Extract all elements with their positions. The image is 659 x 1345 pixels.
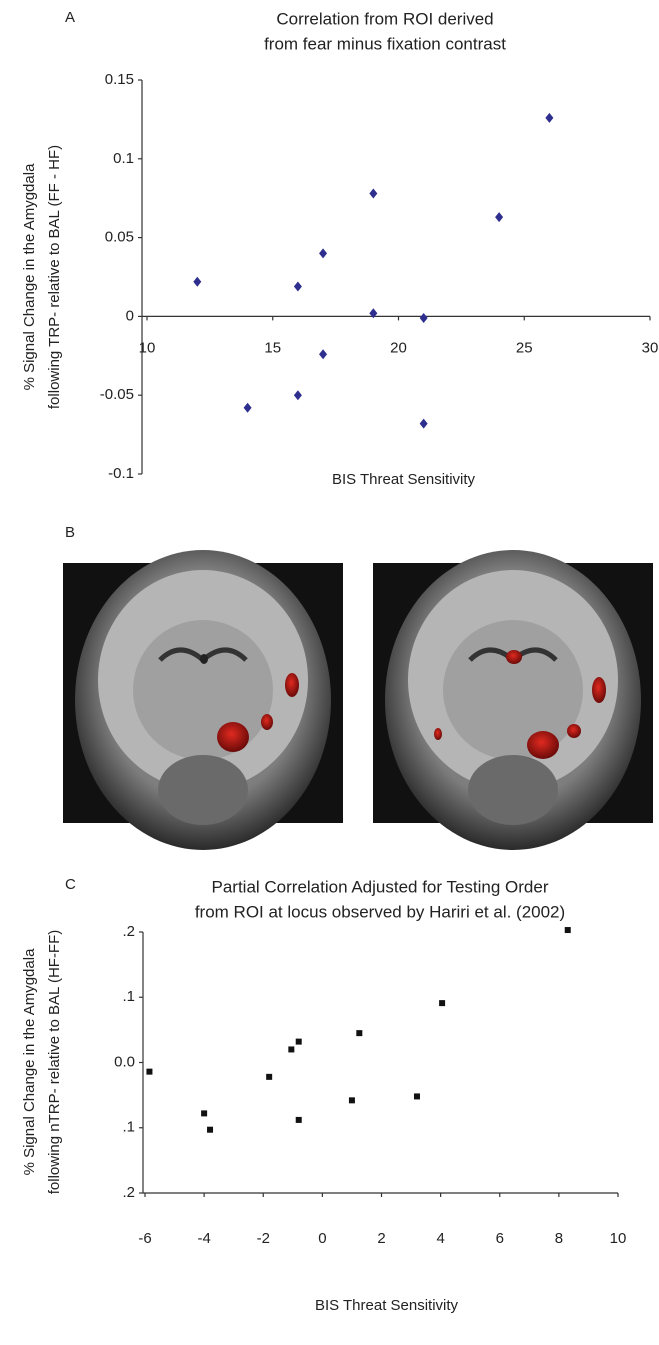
- point: [545, 113, 553, 123]
- point: [349, 1097, 355, 1103]
- y-axis-label: % Signal Change in the Amygdala: [21, 163, 38, 390]
- point: [244, 403, 252, 413]
- x-tick-label: 2: [377, 1230, 385, 1247]
- point: [420, 419, 428, 429]
- point: [369, 188, 377, 198]
- y-tick-label: 0.05: [105, 229, 134, 246]
- x-tick-label: 0: [318, 1230, 326, 1247]
- point: [439, 1000, 445, 1006]
- point: [319, 349, 327, 359]
- y-axis-label: following nTRP- relative to BAL (HF-FF): [46, 930, 63, 1195]
- x-tick-label: 4: [436, 1230, 444, 1247]
- x-tick-label: -2: [257, 1230, 270, 1247]
- y-tick-label: 0.0: [114, 1053, 135, 1070]
- point: [495, 212, 503, 222]
- x-tick-label: -6: [138, 1230, 151, 1247]
- x-tick-label: 25: [516, 339, 533, 356]
- y-tick-label: 0.15: [105, 71, 134, 88]
- x-tick-label: 20: [390, 339, 407, 356]
- point: [565, 927, 571, 933]
- x-tick-label: -4: [197, 1230, 210, 1247]
- x-tick-label: 30: [642, 339, 659, 356]
- point: [146, 1069, 152, 1075]
- point: [294, 281, 302, 291]
- panel-label: B: [65, 524, 75, 541]
- x-axis-label: BIS Threat Sensitivity: [332, 471, 476, 488]
- y-tick-label: -0.05: [100, 386, 134, 403]
- chart-title: from fear minus fixation contrast: [264, 34, 506, 53]
- point: [356, 1030, 362, 1036]
- x-tick-label: 10: [610, 1230, 627, 1247]
- point: [201, 1110, 207, 1116]
- x-axis-label: BIS Threat Sensitivity: [315, 1297, 459, 1314]
- y-tick-label: -0.1: [108, 465, 134, 482]
- x-tick-label: 8: [555, 1230, 563, 1247]
- point: [414, 1093, 420, 1099]
- y-tick-label: .1: [122, 1119, 135, 1136]
- x-tick-label: 6: [496, 1230, 504, 1247]
- figure: A B C Correlation from ROI derived from f…: [0, 0, 659, 1345]
- y-tick-label: .2: [122, 1184, 135, 1201]
- panel-label: A: [65, 9, 75, 26]
- chart-title: Correlation from ROI derived: [276, 9, 493, 28]
- point: [266, 1074, 272, 1080]
- point: [420, 313, 428, 323]
- chart-title: Partial Correlation Adjusted for Testing…: [211, 877, 548, 896]
- point: [288, 1046, 294, 1052]
- x-tick-label: 10: [139, 339, 156, 356]
- point: [294, 390, 302, 400]
- point: [296, 1039, 302, 1045]
- y-tick-label: 0.1: [113, 150, 134, 167]
- panel-label: C: [65, 876, 76, 893]
- y-tick-label: 0: [126, 307, 134, 324]
- point: [193, 277, 201, 287]
- point: [296, 1117, 302, 1123]
- y-tick-label: .2: [122, 923, 135, 940]
- point: [319, 248, 327, 258]
- point: [207, 1127, 213, 1133]
- y-axis-label: following TRP- relative to BAL (FF - HF): [46, 145, 63, 409]
- chart-title: from ROI at locus observed by Hariri et …: [195, 902, 565, 921]
- y-axis-label: % Signal Change in the Amygdala: [21, 948, 38, 1175]
- brain-image: [63, 550, 653, 850]
- x-tick-label: 15: [264, 339, 281, 356]
- y-tick-label: .1: [122, 988, 135, 1005]
